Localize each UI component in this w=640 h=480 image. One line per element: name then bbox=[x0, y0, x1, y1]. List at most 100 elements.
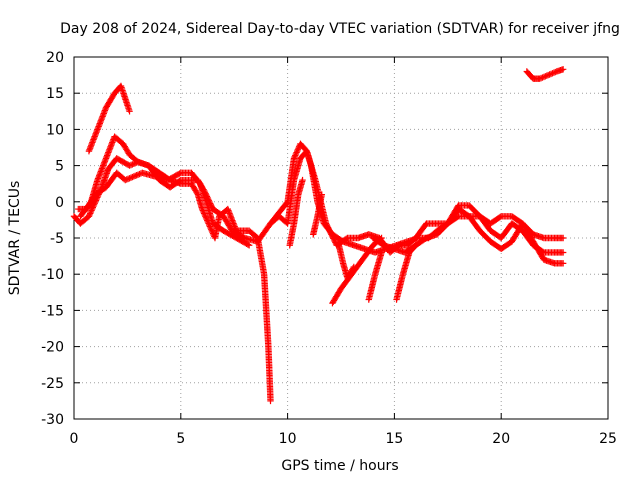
data-point bbox=[549, 70, 556, 77]
data-point bbox=[378, 234, 385, 242]
series-track-g bbox=[523, 66, 567, 82]
data-point bbox=[207, 226, 215, 233]
data-point bbox=[244, 241, 252, 248]
data-point bbox=[200, 208, 207, 216]
data-point bbox=[85, 213, 93, 220]
series-spike-2 bbox=[310, 191, 325, 238]
data-point bbox=[207, 224, 214, 232]
data-point bbox=[124, 175, 132, 183]
data-point bbox=[199, 207, 207, 214]
data-point bbox=[559, 249, 567, 256]
data-point bbox=[559, 66, 567, 73]
x-tick-label: 20 bbox=[492, 431, 510, 447]
data-point bbox=[559, 260, 567, 267]
data-point bbox=[129, 161, 136, 168]
series-track-f bbox=[369, 205, 567, 267]
x-tick-label: 0 bbox=[70, 431, 79, 447]
data-point bbox=[245, 242, 253, 249]
data-point bbox=[87, 208, 95, 216]
data-point bbox=[122, 176, 129, 184]
y-tick-label: -20 bbox=[41, 340, 64, 356]
data-point bbox=[294, 147, 301, 155]
data-point bbox=[88, 205, 96, 213]
y-tick-label: -25 bbox=[41, 376, 64, 392]
x-tick-label: 25 bbox=[599, 431, 617, 447]
data-point bbox=[378, 249, 385, 256]
data-point bbox=[87, 210, 94, 217]
data-point bbox=[547, 70, 555, 78]
y-tick-label: 20 bbox=[46, 50, 64, 66]
data-point bbox=[202, 213, 209, 220]
data-point bbox=[206, 221, 213, 229]
data-point bbox=[318, 191, 325, 198]
data-point bbox=[127, 161, 135, 169]
x-axis-label: GPS time / hours bbox=[281, 458, 398, 474]
data-point bbox=[536, 75, 543, 82]
data-point bbox=[86, 211, 93, 219]
data-point bbox=[350, 263, 358, 271]
data-point bbox=[544, 71, 552, 79]
data-point bbox=[295, 145, 302, 152]
grid-lines bbox=[74, 57, 608, 419]
data-point bbox=[539, 74, 546, 81]
data-point bbox=[550, 69, 558, 76]
x-tick-label: 5 bbox=[176, 431, 185, 447]
y-tick-label: -5 bbox=[50, 231, 64, 247]
data-point bbox=[294, 146, 302, 153]
data-point bbox=[201, 211, 208, 219]
data-point bbox=[206, 223, 214, 230]
data-point bbox=[193, 190, 201, 197]
data-point bbox=[126, 175, 133, 182]
series-spike-6 bbox=[393, 242, 419, 303]
data-point bbox=[126, 162, 133, 169]
series-track-c bbox=[85, 82, 133, 155]
data-point bbox=[123, 176, 130, 183]
chart-title: Day 208 of 2024, Sidereal Day-to-day VTE… bbox=[60, 21, 620, 37]
data-point bbox=[198, 205, 206, 213]
data-point bbox=[134, 171, 142, 178]
data-point bbox=[132, 172, 139, 180]
data-point bbox=[411, 243, 419, 250]
data-point bbox=[127, 174, 135, 181]
data-point bbox=[133, 172, 140, 179]
y-tick-label: 15 bbox=[46, 86, 64, 102]
data-point bbox=[267, 397, 274, 405]
data-point bbox=[130, 160, 138, 167]
data-point bbox=[299, 176, 306, 184]
data-point bbox=[559, 234, 567, 242]
data-point bbox=[542, 73, 549, 80]
series-track-d bbox=[75, 169, 253, 249]
y-tick-label: 0 bbox=[55, 195, 64, 211]
data-point bbox=[283, 199, 290, 207]
data-point bbox=[412, 242, 419, 249]
x-tick-label: 15 bbox=[385, 431, 403, 447]
y-tick-label: -30 bbox=[41, 412, 64, 428]
series-spike-5 bbox=[365, 249, 385, 303]
data-markers bbox=[70, 66, 567, 405]
data-point bbox=[290, 155, 298, 162]
data-point bbox=[129, 173, 136, 181]
series-spike-1 bbox=[286, 176, 306, 249]
data-point bbox=[88, 207, 95, 214]
data-point bbox=[291, 153, 298, 161]
data-point bbox=[136, 170, 143, 178]
data-point bbox=[543, 72, 550, 79]
x-tick-label: 10 bbox=[279, 431, 297, 447]
series-spike-4 bbox=[335, 242, 358, 282]
data-point bbox=[126, 108, 133, 115]
axes: 0 5 10 15 20 25 -30 -25 -20 -15 -10 -5 0 5 10 15 20 bbox=[41, 50, 617, 447]
data-point bbox=[292, 152, 299, 159]
y-axis-label: SDTVAR / TECUs bbox=[7, 181, 23, 296]
y-tick-label: 10 bbox=[46, 122, 64, 138]
data-point bbox=[349, 265, 357, 272]
y-tick-label: -10 bbox=[41, 267, 64, 283]
data-point bbox=[200, 210, 208, 217]
y-tick-label: 5 bbox=[55, 159, 64, 175]
data-point bbox=[176, 170, 183, 177]
y-tick-label: -15 bbox=[41, 303, 64, 319]
data-point bbox=[540, 73, 548, 81]
series-track-e bbox=[267, 140, 567, 256]
data-point bbox=[377, 235, 384, 243]
data-point bbox=[130, 173, 138, 180]
